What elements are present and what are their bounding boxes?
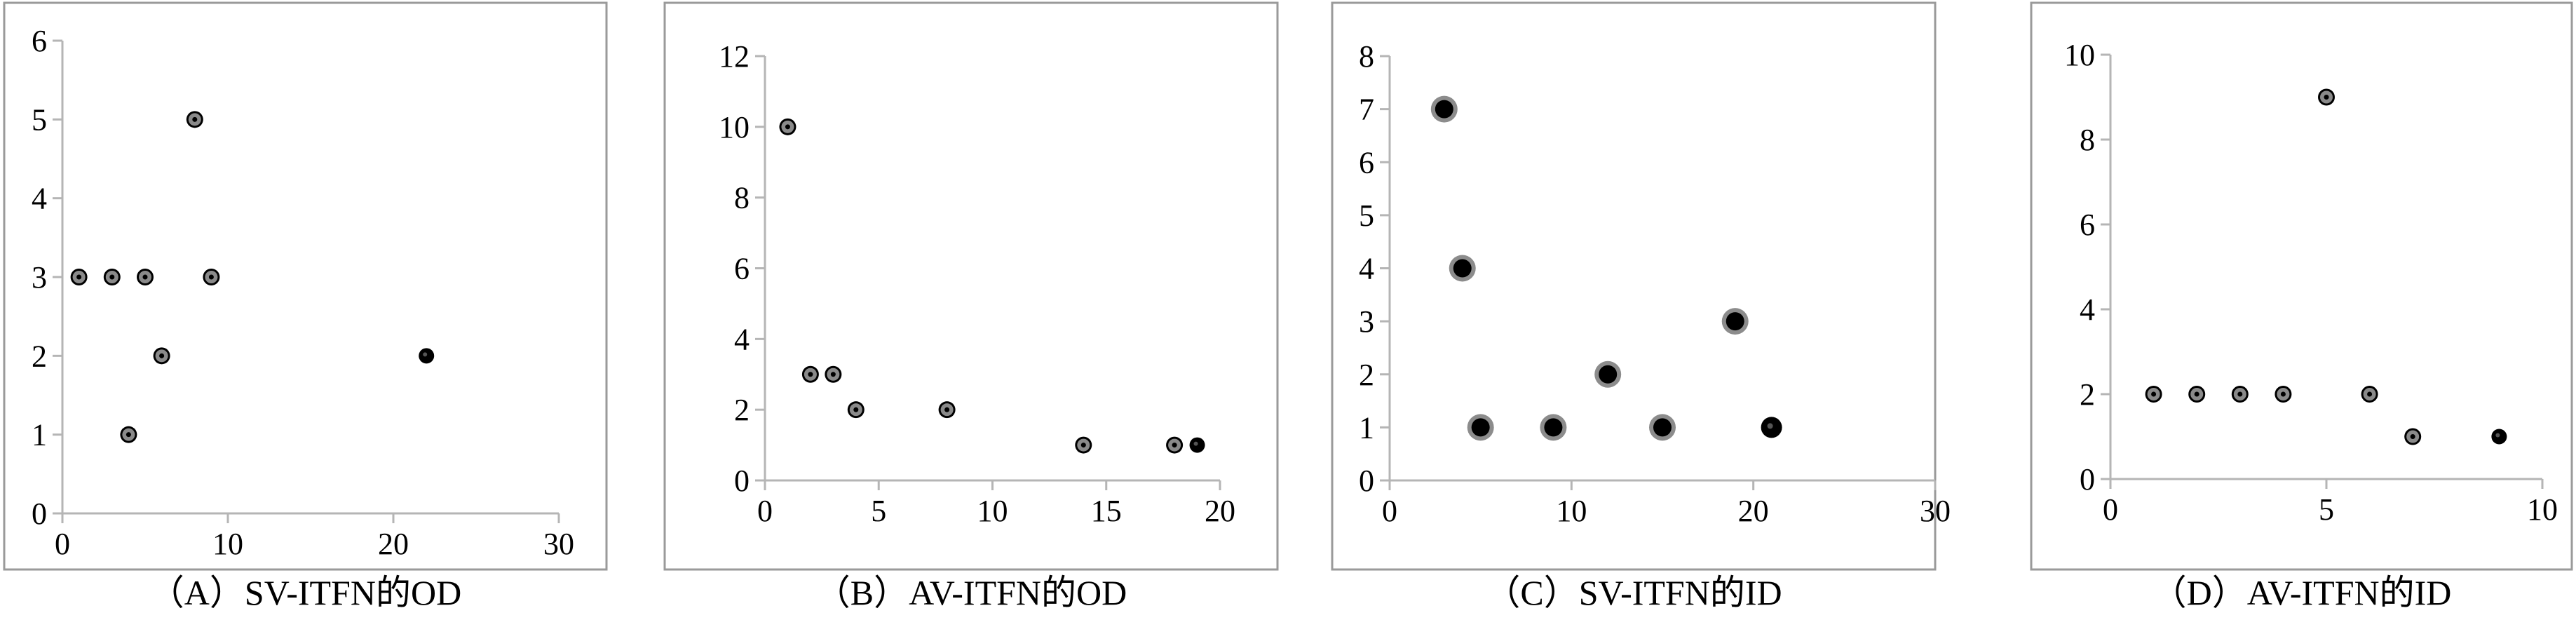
y-tick-label: 2 bbox=[1359, 358, 1374, 392]
y-tick-label: 10 bbox=[719, 110, 750, 144]
x-tick-label: 0 bbox=[2103, 492, 2118, 527]
data-point bbox=[2404, 428, 2422, 445]
y-tick-label: 4 bbox=[1359, 252, 1374, 286]
x-tick-label: 20 bbox=[1205, 494, 1235, 528]
data-point bbox=[2145, 386, 2162, 403]
y-tick-label: 3 bbox=[32, 260, 47, 295]
panel-caption-b: （B）AV-ITFN的OD bbox=[815, 573, 1127, 612]
data-point bbox=[1649, 414, 1676, 441]
data-point bbox=[203, 269, 220, 285]
panel-caption-d: （D）AV-ITFN的ID bbox=[2152, 573, 2452, 612]
y-tick-label: 10 bbox=[2064, 38, 2095, 72]
y-tick-label: 4 bbox=[2080, 292, 2095, 327]
panel-frame-b bbox=[663, 1, 1279, 571]
data-point bbox=[2275, 386, 2292, 403]
data-point bbox=[1467, 414, 1494, 441]
data-point bbox=[2231, 386, 2249, 403]
data-point bbox=[2361, 386, 2378, 403]
chart-panel-b: 0 2 4 6 8 10 12 0 5 10 15 20 （B）AV-ITFN的OD bbox=[663, 1, 1279, 612]
x-tick-label: 0 bbox=[1382, 494, 1397, 528]
y-tick-label: 7 bbox=[1359, 93, 1374, 127]
data-point bbox=[2318, 88, 2335, 106]
data-point-highlight bbox=[419, 348, 435, 364]
data-point bbox=[779, 118, 796, 135]
data-point bbox=[1166, 436, 1184, 454]
y-tick-label: 3 bbox=[1359, 304, 1374, 339]
y-tick-label: 6 bbox=[1359, 145, 1374, 180]
data-point bbox=[847, 401, 865, 419]
x-tick-label: 5 bbox=[871, 494, 886, 528]
y-tick-label: 2 bbox=[2080, 377, 2095, 412]
data-point bbox=[153, 347, 170, 365]
chart-panel-d: 0 2 4 6 8 10 0 5 10 （D）AV-ITFN的ID bbox=[2030, 1, 2573, 612]
x-tick-label: 10 bbox=[2527, 492, 2558, 527]
x-tick-label: 20 bbox=[378, 527, 409, 561]
data-point-highlight bbox=[1189, 437, 1205, 453]
data-point bbox=[137, 269, 154, 285]
y-tick-label: 2 bbox=[32, 339, 47, 373]
data-point bbox=[1721, 308, 1749, 335]
y-tick-label: 0 bbox=[734, 464, 750, 498]
y-tick-label: 6 bbox=[2080, 208, 2095, 242]
data-point bbox=[1430, 95, 1458, 123]
data-point bbox=[186, 111, 203, 128]
y-tick-label: 1 bbox=[32, 418, 47, 452]
data-point bbox=[70, 269, 88, 285]
data-point bbox=[1075, 436, 1092, 454]
y-tick-label: 0 bbox=[2080, 462, 2095, 497]
x-tick-label: 10 bbox=[212, 527, 243, 561]
x-tick-label: 30 bbox=[543, 527, 574, 561]
y-tick-label: 5 bbox=[32, 102, 47, 137]
data-point-highlight bbox=[1761, 417, 1782, 438]
chart-panel-a: 0 1 2 3 4 5 6 0 10 20 30 （A）SV-ITFN的OD bbox=[3, 1, 608, 612]
y-tick-label: 8 bbox=[1359, 39, 1374, 74]
data-point bbox=[103, 269, 121, 285]
y-tick-label: 8 bbox=[734, 181, 750, 215]
data-point bbox=[1449, 255, 1476, 282]
chart-panel-c: 0 1 2 3 4 5 6 7 8 0 10 20 30 （C）SV-ITFN的ID bbox=[1331, 1, 1951, 612]
y-tick-label: 12 bbox=[719, 39, 750, 74]
data-point bbox=[801, 365, 819, 383]
y-tick-label: 1 bbox=[1359, 410, 1374, 445]
y-tick-label: 0 bbox=[32, 497, 47, 531]
y-tick-label: 0 bbox=[1359, 464, 1374, 498]
data-point bbox=[1540, 414, 1567, 441]
data-point bbox=[1594, 360, 1622, 388]
panel-caption-a: （A）SV-ITFN的OD bbox=[149, 573, 461, 612]
data-point bbox=[938, 401, 956, 419]
x-tick-label: 20 bbox=[1738, 494, 1769, 528]
data-point-highlight bbox=[2491, 429, 2507, 445]
x-tick-label: 10 bbox=[977, 494, 1008, 528]
y-tick-label: 8 bbox=[2080, 123, 2095, 157]
y-tick-label: 6 bbox=[734, 252, 750, 286]
x-tick-label: 0 bbox=[55, 527, 70, 561]
panel-frame-d bbox=[2030, 1, 2573, 571]
panel-frame-a bbox=[3, 1, 608, 571]
y-tick-label: 4 bbox=[734, 322, 750, 356]
x-tick-label: 5 bbox=[2319, 492, 2334, 527]
y-tick-label: 5 bbox=[1359, 198, 1374, 233]
y-tick-label: 4 bbox=[32, 182, 47, 216]
x-tick-label: 10 bbox=[1556, 494, 1587, 528]
x-tick-label: 15 bbox=[1091, 494, 1122, 528]
data-point bbox=[825, 365, 842, 383]
x-tick-label: 30 bbox=[1920, 494, 1951, 528]
panel-caption-c: （C）SV-ITFN的ID bbox=[1485, 573, 1782, 612]
data-point bbox=[120, 426, 137, 443]
y-tick-label: 6 bbox=[32, 24, 47, 58]
data-point bbox=[2188, 386, 2206, 403]
x-tick-label: 0 bbox=[757, 494, 773, 528]
panel-frame-c bbox=[1331, 1, 1937, 571]
y-tick-label: 2 bbox=[734, 393, 750, 427]
